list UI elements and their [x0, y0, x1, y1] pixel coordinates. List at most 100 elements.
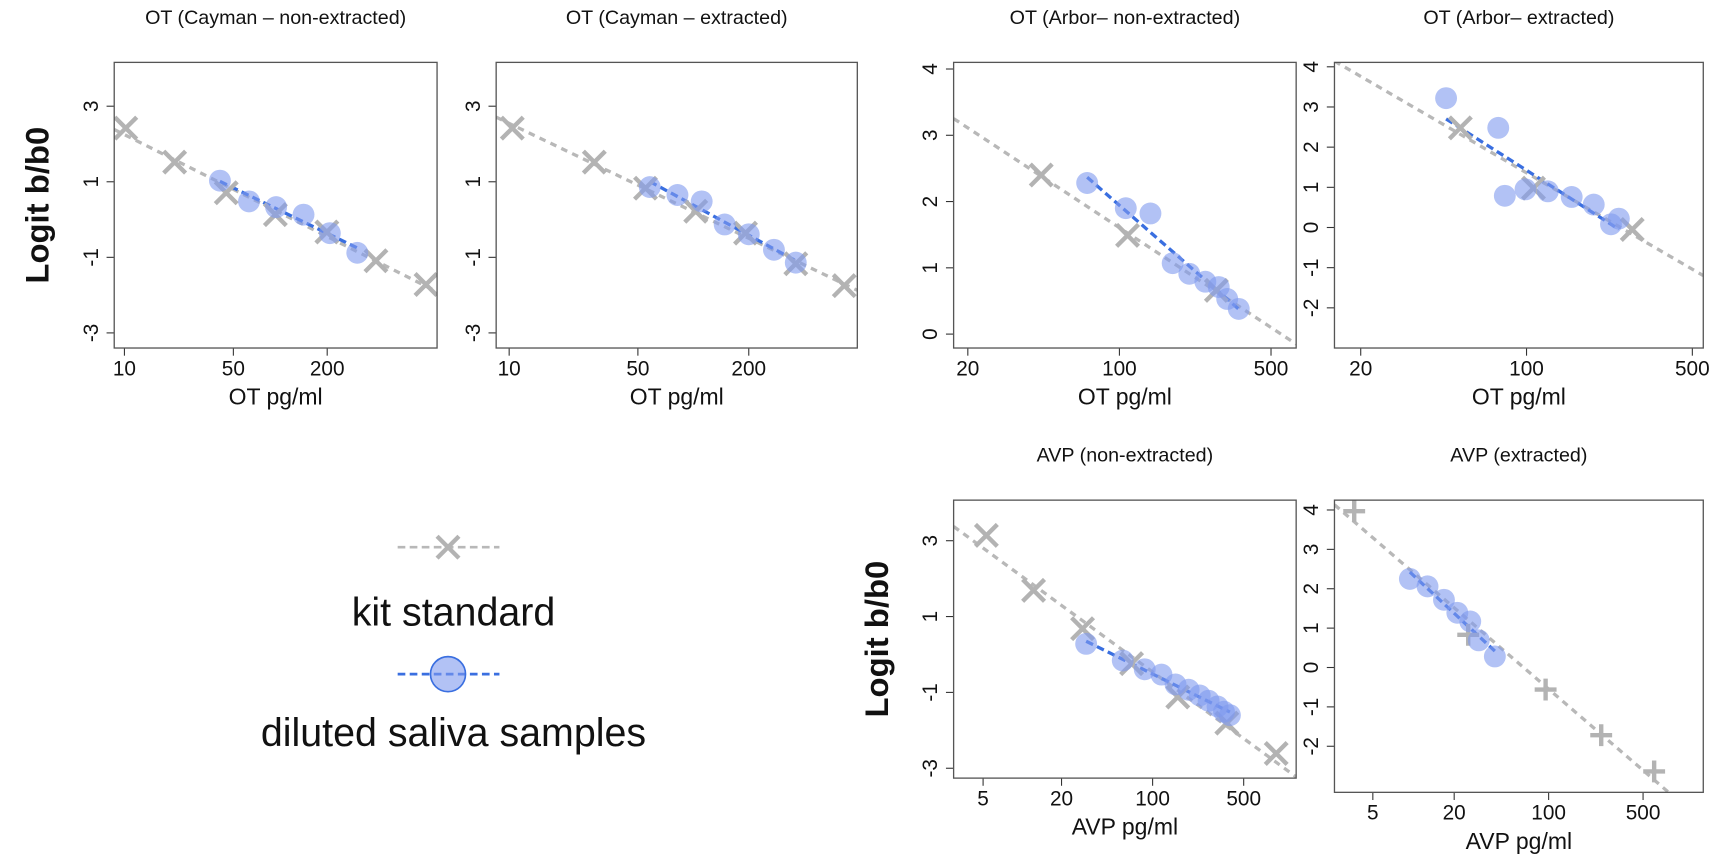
sample-point — [737, 223, 760, 246]
x-tick-label: 100 — [1102, 357, 1137, 380]
plot-frame — [113, 61, 438, 349]
standard-point — [1534, 678, 1557, 701]
standard-point — [363, 248, 389, 274]
y-tick-label: -1 — [1300, 698, 1323, 716]
sample-point — [1114, 197, 1137, 220]
standard-point — [413, 272, 438, 298]
sample-point — [208, 169, 231, 192]
x-tick-label: 50 — [626, 357, 649, 380]
y-tick-label: 2 — [919, 196, 942, 208]
fit-line — [496, 115, 858, 292]
standard-point — [973, 522, 999, 548]
x-tick-label: 10 — [113, 357, 136, 380]
x-tick-label: 100 — [1531, 802, 1566, 825]
sample-point — [784, 251, 807, 274]
sample-point — [1139, 202, 1162, 225]
fit-line — [953, 525, 1297, 779]
y-tick-label: -1 — [462, 248, 485, 266]
sample-point — [265, 196, 288, 219]
x-tick-label: 20 — [1443, 802, 1466, 825]
x-axis-label: AVP pg/ml — [1466, 828, 1572, 854]
sample-point — [318, 222, 341, 245]
sample-point — [1560, 186, 1583, 208]
y-tick-label: 0 — [919, 328, 942, 340]
sample-point — [1459, 610, 1482, 633]
y-tick-label: 1 — [919, 611, 942, 623]
sample-point — [1514, 178, 1537, 201]
chart-title: OT (Arbor– extracted) — [1423, 7, 1614, 29]
standard-point — [114, 115, 139, 141]
x-tick-label: 500 — [1254, 357, 1289, 380]
y-tick-label: 2 — [1300, 583, 1323, 595]
chart-title: AVP (non-extracted) — [1037, 445, 1214, 467]
x-tick-label: 500 — [1626, 802, 1661, 825]
legend-label: kit standard — [352, 590, 556, 634]
y-tick-label: 3 — [80, 100, 103, 112]
sample-point — [1536, 180, 1559, 203]
standard-point — [1115, 222, 1141, 248]
plot-frame — [1333, 61, 1704, 349]
x-axis-label: OT pg/ml — [1078, 383, 1172, 409]
standard-point — [1343, 500, 1366, 523]
y-tick-label: 1 — [80, 176, 103, 188]
y-axis-label: Logit b/b0 — [18, 127, 55, 284]
fit-line — [1086, 176, 1240, 311]
y-tick-label: 3 — [919, 535, 942, 547]
sample-point — [638, 176, 661, 199]
y-tick-label: -3 — [919, 759, 942, 777]
y-tick-label: 3 — [1300, 544, 1323, 556]
sample-point — [1218, 704, 1241, 727]
plot-area — [1334, 62, 1704, 278]
x-axis-label: OT pg/ml — [630, 383, 724, 409]
standard-point — [581, 149, 607, 175]
y-tick-label: 4 — [1300, 504, 1323, 516]
sample-point — [1075, 632, 1098, 655]
x-tick-label: 200 — [310, 357, 345, 380]
y-axis-label: Logit b/b0 — [858, 561, 895, 718]
x-axis-label: AVP pg/ml — [1072, 814, 1178, 840]
sample-point — [1467, 629, 1490, 652]
sample-point — [346, 241, 369, 264]
fit-line — [1334, 62, 1704, 278]
standard-point — [162, 149, 188, 175]
standard-point — [1028, 162, 1054, 188]
x-tick-label: 20 — [956, 357, 979, 380]
plot-frame — [495, 61, 858, 349]
y-tick-label: -3 — [462, 324, 485, 342]
sample-point — [763, 238, 785, 261]
y-tick-label: -3 — [80, 324, 103, 342]
sample-point — [238, 190, 260, 213]
sample-point — [1076, 172, 1099, 194]
y-tick-label: 1 — [462, 176, 485, 188]
sample-point — [1483, 645, 1506, 668]
sample-point — [1161, 252, 1184, 275]
y-tick-label: 3 — [919, 129, 942, 141]
y-tick-label: 4 — [919, 63, 942, 75]
standard-point — [831, 273, 857, 299]
x-tick-label: 200 — [731, 357, 766, 380]
x-tick-label: 500 — [1675, 357, 1710, 380]
chart-title: OT (Cayman – extracted) — [566, 7, 788, 29]
x-tick-label: 500 — [1226, 787, 1261, 810]
x-axis-label: OT pg/ml — [1472, 383, 1566, 409]
y-tick-label: 3 — [1300, 101, 1323, 113]
plot-frame — [1333, 499, 1704, 793]
sample-point — [1607, 207, 1630, 230]
fit-line — [1334, 503, 1672, 793]
x-tick-label: 5 — [1367, 802, 1379, 825]
y-tick-label: -2 — [1300, 299, 1323, 317]
standard-point — [1447, 115, 1473, 141]
sample-point — [1493, 184, 1516, 207]
standard-point — [1021, 577, 1047, 603]
y-tick-label: 0 — [1300, 662, 1323, 674]
y-tick-label: 3 — [462, 100, 485, 112]
legend-marker — [429, 655, 467, 693]
chart-title: OT (Cayman – non-extracted) — [145, 7, 406, 29]
standard-point — [499, 115, 525, 141]
sample-point — [690, 190, 713, 213]
x-axis-label: OT pg/ml — [229, 383, 323, 409]
plot-frame — [952, 61, 1297, 349]
y-tick-label: 0 — [1300, 222, 1323, 234]
sample-point — [666, 184, 689, 206]
